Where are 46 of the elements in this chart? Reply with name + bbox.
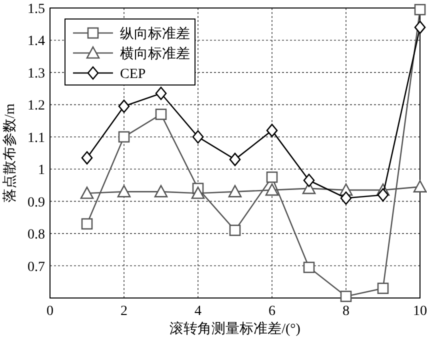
x-tick-label: 8 [342,304,350,319]
point [80,186,94,199]
y-axis-title: 落点散布参数/m [2,104,18,202]
legend-label: CEP [120,67,146,82]
x-tick-label: 10 [413,304,427,319]
y-tick-label: 1 [38,163,45,178]
point [266,124,278,138]
point [414,4,426,16]
point [154,185,168,198]
point [81,151,93,164]
point [413,180,427,192]
y-tick-label: 1.4 [28,34,45,50]
point [228,185,242,198]
point [340,290,352,302]
y-tick-label: 1.5 [28,2,45,17]
point [191,186,205,199]
point [81,218,93,230]
point [229,224,241,236]
point [117,185,131,198]
point [192,130,204,144]
point [155,108,167,120]
y-tick-label: 1.2 [28,98,45,114]
point [303,262,315,274]
legend-label: 横向标准差 [120,46,190,62]
point [155,86,167,100]
point [340,191,352,205]
point [118,100,130,113]
y-tick-label: 0.9 [28,195,45,210]
point [118,131,130,143]
y-tick-label: 1.3 [28,66,45,82]
x-tick-label: 6 [268,304,276,319]
x-axis-title: 滚转角测量标准差/(°) [170,321,301,337]
point [265,183,279,196]
y-tick-label: 0.7 [28,260,45,275]
point [266,172,278,183]
x-tick-label: 4 [194,304,202,319]
y-tick-label: 0.8 [28,228,45,243]
point [303,174,315,188]
point [377,188,389,202]
point [229,152,241,166]
y-tick-label: 1.1 [28,130,45,146]
x-tick-label: 2 [120,304,128,319]
point [414,20,426,34]
legend-label: 纵向标准差 [120,26,190,42]
x-tick-label: 0 [46,304,54,319]
point [377,282,389,294]
